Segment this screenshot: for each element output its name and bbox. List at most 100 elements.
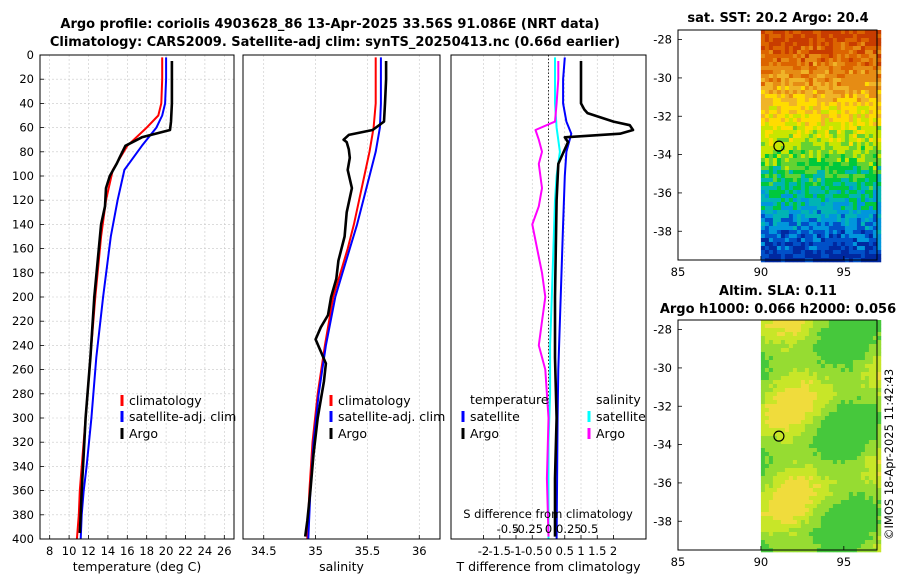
map-cell (780, 540, 786, 545)
map-cell (832, 488, 838, 493)
map-cell (788, 190, 794, 195)
map-cell (764, 520, 770, 525)
map-cell (840, 182, 846, 187)
map-cell (836, 456, 842, 461)
map-cell (848, 102, 854, 107)
map-cell (836, 226, 842, 231)
map-cell (852, 444, 858, 449)
map-cell (868, 444, 874, 449)
map-cell (760, 74, 766, 79)
map-cell (864, 146, 870, 151)
map-cell (832, 356, 838, 361)
map-cell (796, 110, 802, 115)
map-cell (764, 504, 770, 509)
map-cell (796, 98, 802, 103)
map-cell (808, 520, 814, 525)
map-cell (852, 50, 858, 55)
map-cell (832, 480, 838, 485)
map-cell (820, 464, 826, 469)
map-cell (836, 380, 842, 385)
map-cell (864, 448, 870, 453)
map-cell (820, 238, 826, 243)
map-cell (832, 254, 838, 259)
map-cell (852, 348, 858, 353)
map-cell (812, 74, 818, 79)
map-cell (864, 332, 870, 337)
map-cell (844, 500, 850, 505)
map-cell (816, 86, 822, 91)
map-cell (800, 504, 806, 509)
map-cell (852, 214, 858, 219)
map-cell (824, 102, 830, 107)
map-cell (844, 30, 850, 35)
map-cell (864, 496, 870, 501)
map-cell (840, 320, 846, 325)
map-cell (768, 90, 774, 95)
map-cell (792, 492, 798, 497)
map-cell (872, 544, 878, 549)
map-cell (820, 436, 826, 441)
map-cell (820, 114, 826, 119)
map-cell (856, 444, 862, 449)
map-cell (840, 110, 846, 115)
map-cell (796, 544, 802, 549)
map-cell (864, 34, 870, 39)
map-cell (780, 420, 786, 425)
map-cell (844, 250, 850, 255)
map-cell (864, 456, 870, 461)
map-cell (828, 130, 834, 135)
legend-salinity-satellite: satellite (596, 409, 646, 424)
map-cell (828, 372, 834, 377)
map-cell (864, 122, 870, 127)
map-cell (860, 238, 866, 243)
map-cell (828, 114, 834, 119)
map-cell (788, 118, 794, 123)
map-cell (800, 508, 806, 513)
map-cell (788, 332, 794, 337)
map-cell (804, 214, 810, 219)
map-cell (792, 202, 798, 207)
map-cell (872, 78, 878, 83)
map-cell (800, 424, 806, 429)
map-cell (820, 254, 826, 259)
map-cell (872, 520, 878, 525)
map-cell (820, 226, 826, 231)
map-cell (760, 536, 766, 541)
map-cell (796, 42, 802, 47)
map-cell (776, 154, 782, 159)
map-cell (780, 158, 786, 163)
map-cell (800, 368, 806, 373)
map-cell (844, 146, 850, 151)
map-cell (856, 154, 862, 159)
map-cell (820, 90, 826, 95)
map-cell (768, 158, 774, 163)
map-cell (824, 440, 830, 445)
map-cell (844, 102, 850, 107)
map-cell (832, 512, 838, 517)
map-cell (788, 186, 794, 191)
map-cell (780, 448, 786, 453)
map-cell (804, 488, 810, 493)
map-cell (768, 62, 774, 67)
map-cell (852, 400, 858, 405)
map-cell (780, 154, 786, 159)
map-cell (836, 336, 842, 341)
map-cell (856, 38, 862, 43)
map-cell (836, 98, 842, 103)
map-cell (804, 344, 810, 349)
map-cell (868, 146, 874, 151)
map-cell (768, 138, 774, 143)
map-cell (816, 480, 822, 485)
map-cell (764, 238, 770, 243)
map-cell (800, 66, 806, 71)
map-cell (816, 150, 822, 155)
map-cell (868, 186, 874, 191)
map-cell (816, 138, 822, 143)
map-cell (860, 524, 866, 529)
map-cell (844, 162, 850, 167)
sla-map-title-1: Altim. SLA: 0.11 (719, 284, 837, 299)
map-cell (780, 356, 786, 361)
map-cell (856, 404, 862, 409)
map-cell (792, 82, 798, 87)
map-cell (824, 332, 830, 337)
